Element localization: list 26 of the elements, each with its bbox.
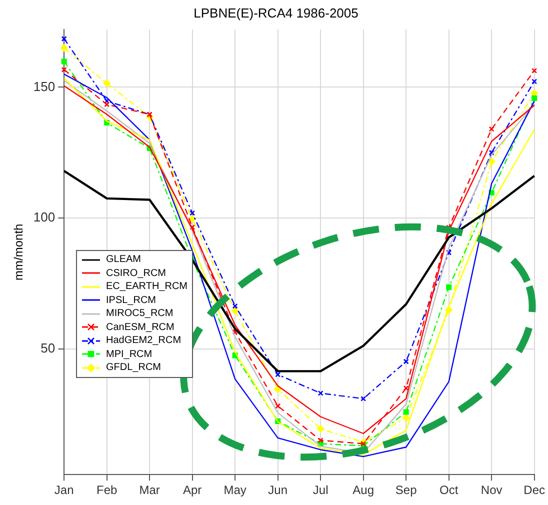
legend-label: HadGEM2_RCM <box>106 334 182 348</box>
y-tick-label: 150 <box>33 78 56 94</box>
x-tick-label: Nov <box>480 483 502 498</box>
x-tick-label: Jan <box>54 483 74 498</box>
legend-label: MPI_RCM <box>106 348 152 361</box>
legend-label: IPSL_RCM <box>106 294 156 307</box>
x-tick-label: Feb <box>96 483 118 498</box>
y-tick-label: 50 <box>40 340 56 356</box>
x-tick-label: Apr <box>182 483 202 498</box>
x-tick-label: Oct <box>439 483 459 498</box>
y-axis-title: mm/month <box>12 224 26 280</box>
x-tick-label: Jul <box>312 483 328 498</box>
legend-label: CSIRO_RCM <box>106 266 166 280</box>
x-tick-label: Sep <box>395 483 418 498</box>
x-tick-label: Jun <box>268 483 288 498</box>
x-tick-label: Aug <box>352 483 374 498</box>
legend-label: EC_EARTH_RCM <box>106 280 188 294</box>
y-tick-label: 100 <box>33 210 56 225</box>
x-tick-label: May <box>224 483 246 498</box>
legend-label: CanESM_RCM <box>106 320 174 334</box>
legend-label: GLEAM <box>106 253 142 266</box>
legend-label: MIROC5_RCM <box>106 307 174 320</box>
x-tick-label: Mar <box>139 483 160 498</box>
x-tick-label: Dec <box>524 483 545 498</box>
chart-title: LPBNE(E)-RCA4 1986-2005 <box>194 5 358 20</box>
legend-label: GFDL_RCM <box>106 361 162 374</box>
